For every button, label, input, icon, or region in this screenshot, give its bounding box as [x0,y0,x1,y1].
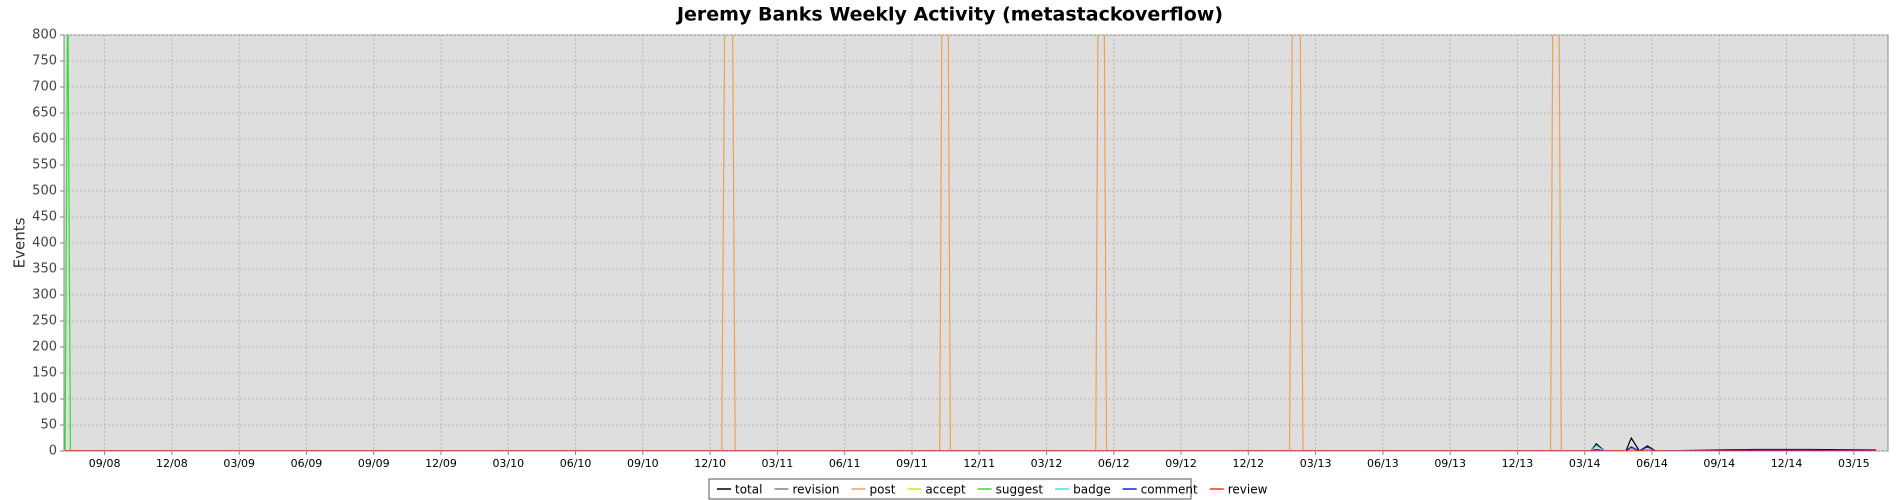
chart-title: Jeremy Banks Weekly Activity (metastacko… [675,4,1223,26]
x-tick-label: 06/12 [1098,457,1130,470]
legend-label: revision [792,483,839,497]
legend-label: badge [1073,483,1111,497]
y-tick-label: 700 [32,80,57,95]
y-axis-label: Events [11,217,29,268]
x-tick-label: 12/09 [425,457,457,470]
y-tick-label: 350 [32,262,57,277]
x-tick-label: 06/09 [291,457,323,470]
x-tick-label: 09/14 [1703,457,1735,470]
x-tick-label: 03/10 [492,457,524,470]
x-tick-label: 03/11 [762,457,794,470]
x-tick-label: 06/13 [1367,457,1399,470]
series-line [65,446,1877,451]
y-tick-label: 800 [32,28,57,43]
y-tick-label: 650 [32,106,57,121]
legend-label: suggest [996,483,1044,497]
legend [708,478,1192,500]
y-tick-label: 150 [32,366,57,381]
x-tick-label: 12/12 [1232,457,1264,470]
x-tick-label: 03/15 [1838,457,1870,470]
x-tick-label: 09/09 [358,457,390,470]
x-tick-label: 03/12 [1031,457,1063,470]
y-tick-label: 100 [32,392,57,407]
x-tick-label: 12/11 [963,457,995,470]
legend-label: review [1228,483,1268,497]
y-tick-label: 400 [32,236,57,251]
y-tick-label: 600 [32,132,57,147]
x-tick-label: 06/10 [560,457,592,470]
y-tick-label: 50 [40,418,57,433]
x-tick-label: 12/08 [156,457,188,470]
x-tick-label: 03/13 [1300,457,1332,470]
y-tick-label: 500 [32,184,57,199]
x-tick-label: 03/14 [1569,457,1601,470]
x-tick-label: 09/13 [1434,457,1466,470]
series-line [65,35,1877,451]
x-tick-label: 09/10 [627,457,659,470]
legend-label: comment [1141,483,1198,497]
y-tick-label: 750 [32,54,57,69]
y-tick-label: 0 [49,444,57,459]
y-tick-label: 450 [32,210,57,225]
legend-label: total [735,483,762,497]
x-tick-label: 09/12 [1165,457,1197,470]
x-tick-label: 12/13 [1502,457,1534,470]
series-group [64,35,1877,451]
y-tick-label: 550 [32,158,57,173]
y-tick-label: 250 [32,314,57,329]
x-tick-label: 12/10 [694,457,726,470]
y-tick-label: 200 [32,340,57,355]
x-tick-label: 06/11 [829,457,861,470]
x-tick-label: 03/09 [223,457,255,470]
legend-label: accept [925,483,966,497]
x-tick-label: 09/08 [89,457,121,470]
legend-label: post [869,483,895,497]
y-tick-label: 300 [32,288,57,303]
x-tick-label: 09/11 [896,457,928,470]
x-tick-label: 06/14 [1636,457,1668,470]
x-tick-label: 12/14 [1771,457,1803,470]
